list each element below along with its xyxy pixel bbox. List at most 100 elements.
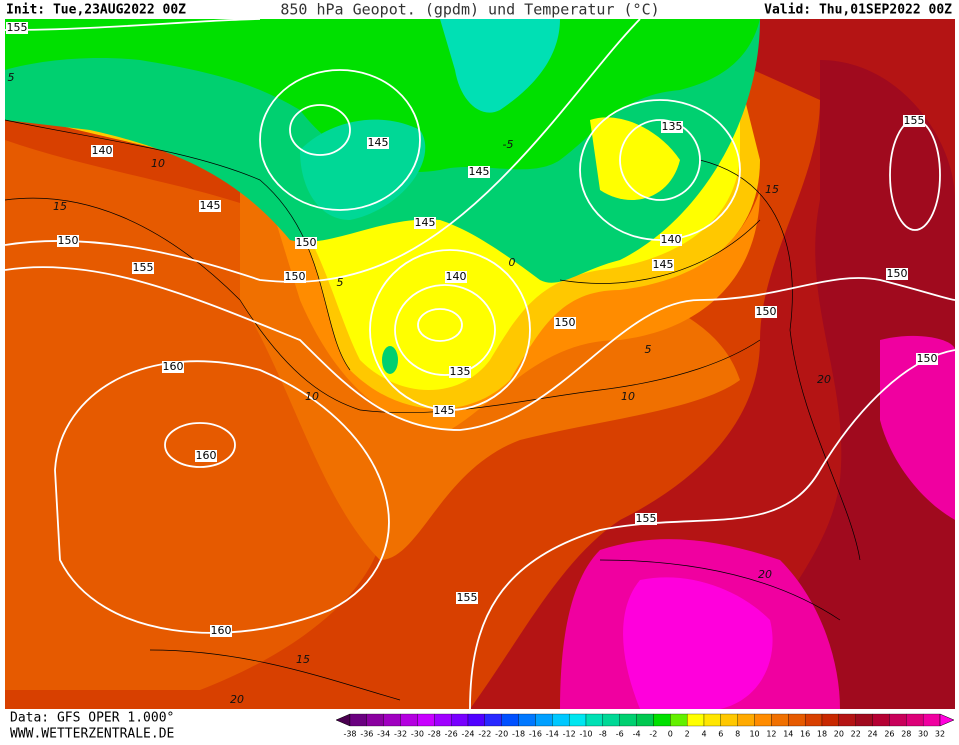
legend-label: -28: [428, 730, 441, 739]
isotherms: [5, 119, 861, 701]
geopotential-label: 155: [636, 512, 657, 525]
label-box: [755, 306, 777, 318]
legend-label: -34: [377, 730, 390, 739]
legend-label: 18: [817, 730, 827, 739]
legend-swatch: [855, 713, 873, 727]
legend-swatch: [922, 713, 941, 727]
legend-label: 30: [918, 730, 928, 739]
legend-label: -36: [360, 730, 373, 739]
label-box: [635, 513, 657, 525]
data-source: Data: GFS OPER 1.000°: [10, 711, 174, 726]
legend-label: 4: [701, 730, 706, 739]
legend-swatch: [788, 713, 806, 727]
legend-swatch: [366, 713, 384, 727]
label-box: [284, 271, 306, 283]
geopotential-label: 140: [661, 233, 682, 246]
legend-label: 10: [749, 730, 759, 739]
geopotential-label: 145: [469, 165, 490, 178]
legend-label: -12: [563, 730, 576, 739]
geopotential-label: 145: [200, 199, 221, 212]
legend-label: 32: [935, 730, 945, 739]
label-box: [199, 200, 221, 212]
legend-swatch: [568, 713, 587, 727]
label-box: [414, 217, 436, 229]
geopotential-labels: 1551401451501551501501451451451401351401…: [6, 21, 938, 637]
hot-region: [720, 60, 955, 709]
legend-label: -2: [649, 730, 657, 739]
label-box: [367, 137, 389, 149]
geopotential-label: 155: [904, 114, 925, 127]
legend-label: 8: [735, 730, 740, 739]
legend-swatch: [552, 713, 570, 727]
legend-label: -14: [546, 730, 559, 739]
label-box: [903, 115, 925, 127]
geopotential-contours: [5, 19, 955, 709]
legend-swatch: [619, 713, 637, 727]
label-box: [449, 366, 471, 378]
geopotential-label: 150: [296, 236, 317, 249]
geopotential-label: 150: [555, 316, 576, 329]
label-box: [661, 121, 683, 133]
light-green-region: [5, 19, 760, 172]
map: [5, 19, 955, 709]
cold-core: [440, 19, 560, 113]
legend-label: -30: [411, 730, 424, 739]
legend-label: 0: [668, 730, 673, 739]
legend-swatch: [889, 713, 907, 727]
label-box: [445, 271, 467, 283]
geopotential-label: 155: [457, 591, 478, 604]
legend-swatch: [703, 713, 722, 727]
hot-core-east: [880, 335, 955, 520]
legend-swatch: [771, 713, 789, 727]
isotherm-label: 15: [296, 653, 310, 666]
legend-label: 12: [766, 730, 776, 739]
legend-swatch: [636, 713, 654, 727]
legend-swatch: [872, 713, 890, 727]
green-patch: [382, 346, 398, 374]
legend-label: -32: [394, 730, 407, 739]
legend-swatch: [670, 713, 688, 727]
label-box: [195, 450, 217, 462]
legend-label: -26: [445, 730, 458, 739]
legend-swatch: [585, 713, 604, 727]
legend-swatch: [484, 713, 502, 727]
legend-swatch: [349, 713, 368, 727]
isotherm-label: 0: [509, 256, 516, 269]
legend-label: -6: [616, 730, 624, 739]
label-box: [652, 259, 674, 271]
hot-core-inner: [623, 577, 773, 709]
greenland-cold: [300, 119, 426, 220]
label-box: [433, 405, 455, 417]
legend-swatch: [383, 713, 401, 727]
legend-swatch: [821, 713, 840, 727]
legend-swatch: [754, 713, 772, 727]
isotherm-label: 10: [621, 390, 635, 403]
legend-label: -16: [529, 730, 542, 739]
isotherm-label: 20: [230, 693, 244, 706]
label-box: [295, 237, 317, 249]
label-box: [162, 361, 184, 373]
label-box: [57, 235, 79, 247]
geopotential-label: 160: [211, 624, 232, 637]
legend-swatch: [518, 713, 536, 727]
isotherm-label: 10: [305, 390, 319, 403]
geopotential-label: 140: [446, 270, 467, 283]
legend-swatch: [434, 713, 452, 727]
legend-swatch: [467, 713, 486, 727]
legend-label: 6: [718, 730, 723, 739]
legend-swatch: [501, 713, 519, 727]
legend-swatch: [906, 713, 924, 727]
legend-label: -38: [343, 730, 356, 739]
geopotential-label: 155: [7, 21, 28, 34]
legend-label: 2: [685, 730, 690, 739]
map-title: 850 hPa Geopot. (gpdm) und Temperatur (°…: [280, 1, 659, 19]
geopotential-label: 135: [450, 365, 471, 378]
legend-label: 14: [783, 730, 793, 739]
legend-label: 24: [867, 730, 877, 739]
legend-label: -24: [461, 730, 474, 739]
legend-swatch: [720, 713, 738, 727]
legend-swatch: [653, 713, 671, 727]
legend-label: 20: [834, 730, 844, 739]
